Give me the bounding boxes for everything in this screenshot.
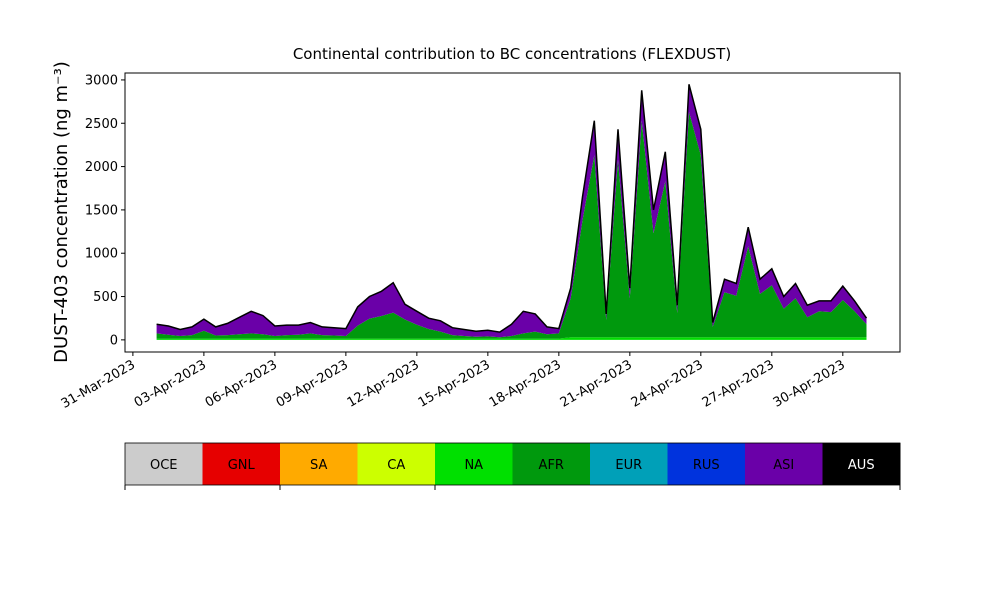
x-tick-label: 30-Apr-2023 bbox=[771, 357, 848, 410]
y-tick-label: 3000 bbox=[85, 73, 118, 88]
x-tick-label: 21-Apr-2023 bbox=[558, 357, 635, 410]
legend-swatch bbox=[280, 443, 358, 485]
legend-swatch bbox=[357, 443, 436, 485]
total-outline bbox=[156, 84, 868, 333]
y-axis-label: DUST-403 concentration (ng m⁻³) bbox=[51, 61, 72, 363]
x-tick-label: 12-Apr-2023 bbox=[345, 357, 422, 410]
legend-label: GNL bbox=[228, 458, 256, 473]
legend-label: AFR bbox=[539, 458, 564, 473]
legend-swatch bbox=[202, 443, 281, 485]
legend-label: OCE bbox=[150, 458, 178, 473]
x-tick-label: 31-Mar-2023 bbox=[59, 357, 138, 411]
legend-swatch bbox=[125, 443, 203, 485]
legend-swatch bbox=[667, 443, 746, 485]
legend-label: SA bbox=[310, 458, 327, 473]
y-tick-label: 2500 bbox=[85, 117, 118, 132]
legend-swatch bbox=[590, 443, 668, 485]
legend-label: CA bbox=[387, 458, 405, 473]
y-tick-label: 1000 bbox=[85, 247, 118, 262]
x-tick-label: 03-Apr-2023 bbox=[132, 357, 209, 410]
legend-label: ASI bbox=[773, 458, 794, 473]
plot-frame bbox=[124, 72, 901, 353]
x-tick-label: 06-Apr-2023 bbox=[203, 357, 280, 410]
x-tick-label: 15-Apr-2023 bbox=[416, 357, 493, 410]
x-tick-label: 24-Apr-2023 bbox=[629, 357, 706, 410]
legend-swatch bbox=[512, 443, 591, 485]
y-tick-label: 0 bbox=[110, 333, 118, 348]
legend-label: AUS bbox=[848, 458, 875, 473]
legend-swatch bbox=[745, 443, 823, 485]
area-na bbox=[156, 337, 867, 340]
x-tick-label: 09-Apr-2023 bbox=[274, 357, 351, 410]
legend-swatch bbox=[435, 443, 513, 485]
legend-label: RUS bbox=[693, 458, 720, 473]
legend-frame bbox=[124, 442, 901, 486]
legend-label: EUR bbox=[615, 458, 642, 473]
y-tick-label: 500 bbox=[93, 290, 118, 305]
x-tick-label: 27-Apr-2023 bbox=[700, 357, 777, 410]
x-tick-label: 18-Apr-2023 bbox=[487, 357, 564, 410]
chart-title: Continental contribution to BC concentra… bbox=[293, 45, 731, 63]
legend-label: NA bbox=[464, 458, 483, 473]
legend-swatch bbox=[822, 443, 901, 485]
area-afr bbox=[156, 112, 867, 339]
y-tick-label: 2000 bbox=[85, 160, 118, 175]
y-tick-label: 1500 bbox=[85, 203, 118, 218]
